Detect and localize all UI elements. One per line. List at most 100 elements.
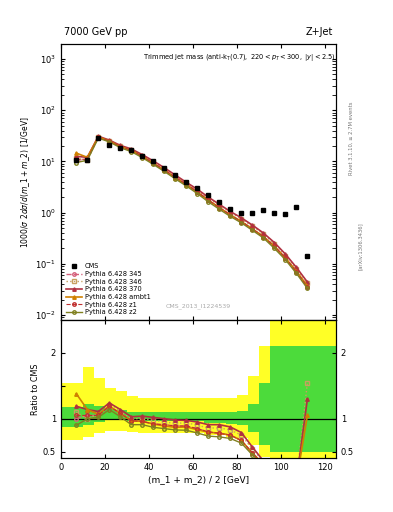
Pythia 6.428 ambt1 <box>129 147 134 153</box>
Pythia 6.428 ambt1 <box>272 243 277 249</box>
Text: Trimmed jet mass $(\mathregular{anti\text{-}k_T}(0.7),\ 220{<}p_T{<}300,\ |y|{<}: Trimmed jet mass $(\mathregular{anti\tex… <box>143 52 336 63</box>
Text: Rivet 3.1.10, ≥ 2.7M events: Rivet 3.1.10, ≥ 2.7M events <box>349 101 354 175</box>
Line: Pythia 6.428 345: Pythia 6.428 345 <box>75 136 309 289</box>
CMS <box>206 192 211 198</box>
Pythia 6.428 ambt1 <box>173 175 178 181</box>
Pythia 6.428 370 <box>85 154 90 160</box>
CMS <box>96 135 101 141</box>
Pythia 6.428 345 <box>250 226 255 232</box>
Line: Pythia 6.428 ambt1: Pythia 6.428 ambt1 <box>75 135 309 288</box>
Pythia 6.428 370 <box>162 165 167 171</box>
Pythia 6.428 z1 <box>173 174 178 180</box>
Pythia 6.428 370 <box>239 215 244 221</box>
Pythia 6.428 370 <box>250 222 255 228</box>
Pythia 6.428 345 <box>283 255 288 261</box>
Pythia 6.428 z1 <box>250 226 255 232</box>
Pythia 6.428 z1 <box>283 255 288 261</box>
CMS <box>228 205 233 211</box>
Pythia 6.428 z1 <box>305 284 310 290</box>
Pythia 6.428 346 <box>250 223 255 229</box>
Pythia 6.428 346 <box>151 159 156 165</box>
CMS <box>162 165 167 171</box>
Pythia 6.428 346 <box>239 216 244 222</box>
Pythia 6.428 z2 <box>261 235 266 241</box>
X-axis label: (m_1 + m_2) / 2 [GeV]: (m_1 + m_2) / 2 [GeV] <box>148 475 249 484</box>
Pythia 6.428 370 <box>283 251 288 257</box>
Pythia 6.428 z2 <box>162 168 167 175</box>
Pythia 6.428 345 <box>85 156 90 162</box>
Pythia 6.428 ambt1 <box>206 197 211 203</box>
Pythia 6.428 z1 <box>74 156 79 162</box>
Pythia 6.428 345 <box>107 138 112 144</box>
Pythia 6.428 z1 <box>217 205 222 211</box>
Pythia 6.428 z1 <box>129 147 134 153</box>
CMS <box>305 253 310 260</box>
Pythia 6.428 345 <box>184 181 189 187</box>
Pythia 6.428 370 <box>184 179 189 185</box>
Pythia 6.428 370 <box>228 208 233 215</box>
Pythia 6.428 z2 <box>239 220 244 226</box>
Pythia 6.428 345 <box>96 134 101 140</box>
Pythia 6.428 345 <box>305 284 310 290</box>
Pythia 6.428 z2 <box>151 161 156 167</box>
Line: Pythia 6.428 346: Pythia 6.428 346 <box>75 135 309 285</box>
Pythia 6.428 z2 <box>96 135 101 141</box>
Pythia 6.428 ambt1 <box>294 268 299 274</box>
Pythia 6.428 346 <box>162 166 167 172</box>
Pythia 6.428 z2 <box>129 148 134 155</box>
Pythia 6.428 345 <box>217 205 222 211</box>
CMS <box>261 207 266 214</box>
Pythia 6.428 346 <box>118 143 123 149</box>
Pythia 6.428 345 <box>118 143 123 150</box>
CMS <box>74 157 79 163</box>
Pythia 6.428 ambt1 <box>195 189 200 195</box>
Pythia 6.428 ambt1 <box>85 154 90 160</box>
Pythia 6.428 345 <box>206 197 211 203</box>
CMS <box>140 153 145 159</box>
Pythia 6.428 z1 <box>107 138 112 144</box>
Pythia 6.428 370 <box>129 146 134 152</box>
Pythia 6.428 346 <box>85 157 90 163</box>
Line: CMS: CMS <box>74 136 310 259</box>
Pythia 6.428 345 <box>294 269 299 275</box>
Pythia 6.428 346 <box>228 209 233 216</box>
Pythia 6.428 z1 <box>184 181 189 187</box>
Pythia 6.428 z2 <box>250 227 255 233</box>
Pythia 6.428 370 <box>272 240 277 246</box>
Text: 7000 GeV pp: 7000 GeV pp <box>64 27 127 37</box>
Pythia 6.428 z1 <box>261 233 266 240</box>
Pythia 6.428 ambt1 <box>305 283 310 289</box>
Pythia 6.428 z1 <box>118 143 123 150</box>
Pythia 6.428 346 <box>140 153 145 159</box>
Pythia 6.428 z2 <box>272 245 277 251</box>
Pythia 6.428 z2 <box>283 257 288 263</box>
Pythia 6.428 z1 <box>151 160 156 166</box>
Pythia 6.428 z1 <box>195 189 200 195</box>
Pythia 6.428 370 <box>261 230 266 236</box>
CMS <box>129 146 134 153</box>
Pythia 6.428 ambt1 <box>239 219 244 225</box>
Line: Pythia 6.428 370: Pythia 6.428 370 <box>75 135 309 284</box>
Pythia 6.428 ambt1 <box>283 255 288 261</box>
Pythia 6.428 z2 <box>118 144 123 151</box>
Pythia 6.428 z2 <box>107 139 112 145</box>
Pythia 6.428 346 <box>107 138 112 144</box>
CMS <box>151 158 156 164</box>
Pythia 6.428 z2 <box>85 157 90 163</box>
Pythia 6.428 345 <box>140 153 145 159</box>
Pythia 6.428 345 <box>162 167 167 173</box>
Text: [arXiv:1306.3436]: [arXiv:1306.3436] <box>358 222 363 270</box>
CMS <box>184 179 189 185</box>
Pythia 6.428 345 <box>173 174 178 180</box>
Pythia 6.428 346 <box>195 187 200 194</box>
Pythia 6.428 z1 <box>85 156 90 162</box>
Pythia 6.428 z2 <box>206 199 211 205</box>
Pythia 6.428 370 <box>107 137 112 143</box>
Line: Pythia 6.428 z2: Pythia 6.428 z2 <box>75 136 309 290</box>
Pythia 6.428 z2 <box>195 190 200 197</box>
Pythia 6.428 346 <box>305 280 310 286</box>
Pythia 6.428 z2 <box>184 183 189 189</box>
Legend: CMS, Pythia 6.428 345, Pythia 6.428 346, Pythia 6.428 370, Pythia 6.428 ambt1, P: CMS, Pythia 6.428 345, Pythia 6.428 346,… <box>64 262 152 316</box>
CMS <box>118 145 123 152</box>
Pythia 6.428 345 <box>195 189 200 195</box>
